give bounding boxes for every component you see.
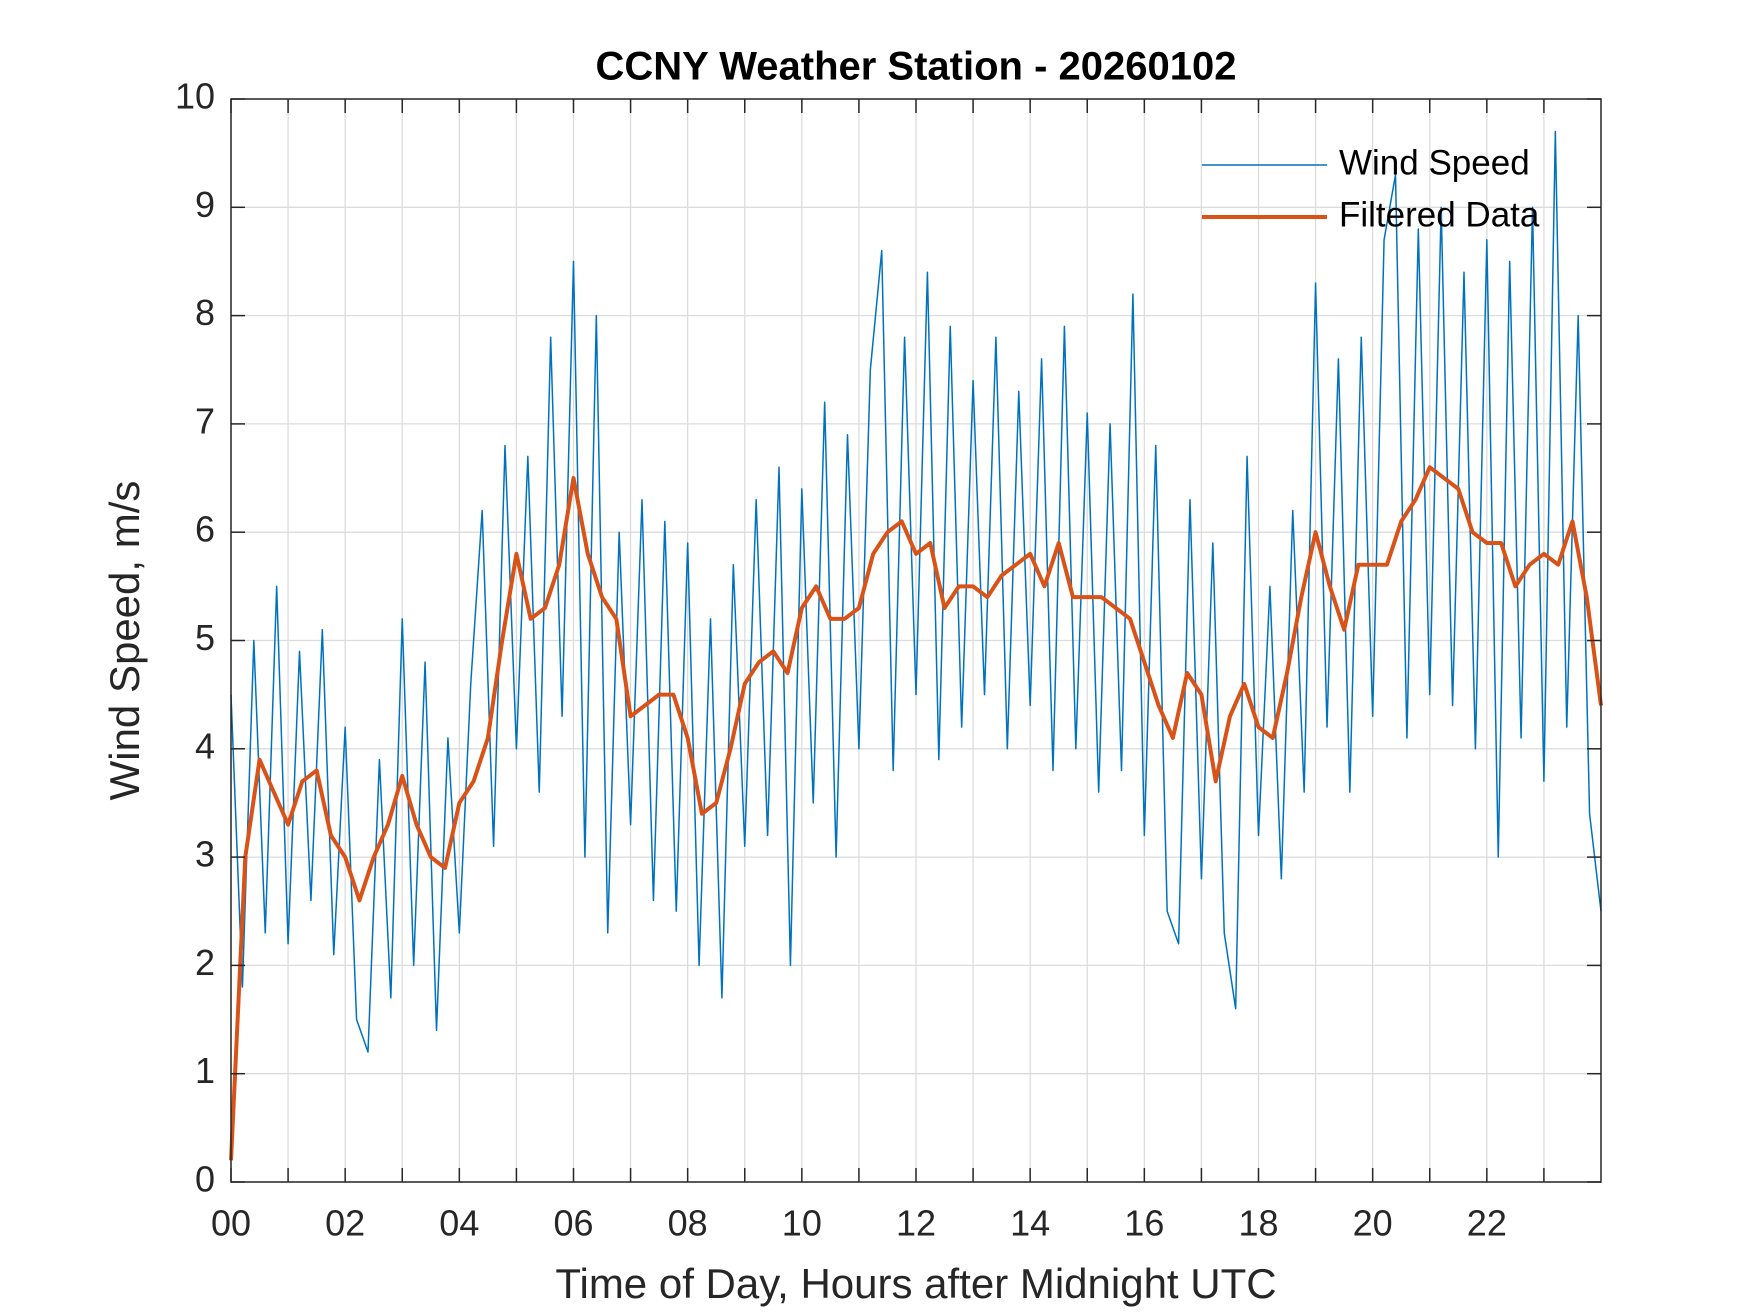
legend-label: Wind Speed — [1339, 143, 1530, 182]
x-tick-label: 10 — [782, 1203, 822, 1244]
y-tick-label: 8 — [195, 292, 215, 333]
y-tick-label: 9 — [195, 184, 215, 225]
legend: Wind Speed Filtered Data — [1202, 143, 1540, 234]
x-tick-label: 12 — [896, 1203, 936, 1244]
x-tick-label: 22 — [1467, 1203, 1507, 1244]
x-tick-label: 14 — [1010, 1203, 1050, 1244]
y-tick-label: 4 — [195, 725, 215, 766]
x-axis-label: Time of Day, Hours after Midnight UTC — [555, 1260, 1276, 1307]
y-tick-label: 0 — [195, 1159, 215, 1200]
y-tick-label: 2 — [195, 942, 215, 983]
x-tick-label: 00 — [211, 1203, 251, 1244]
x-tick-label: 16 — [1124, 1203, 1164, 1244]
x-tick-label: 06 — [553, 1203, 593, 1244]
data-line — [230, 130, 1602, 1053]
y-tick-label: 10 — [175, 76, 215, 117]
y-tick-label: 7 — [195, 400, 215, 441]
y-tick-label: 1 — [195, 1050, 215, 1091]
y-tick-label: 5 — [195, 617, 215, 658]
y-tick-label: 3 — [195, 834, 215, 875]
x-tick-label: 08 — [668, 1203, 708, 1244]
legend-label: Filtered Data — [1339, 195, 1540, 234]
chart-title: CCNY Weather Station - 20260102 — [596, 45, 1237, 89]
x-tick-label: 18 — [1238, 1203, 1278, 1244]
x-tick-label: 04 — [439, 1203, 479, 1244]
y-tick-label: 6 — [195, 509, 215, 550]
plot-area — [229, 130, 1603, 1161]
x-tick-label: 20 — [1353, 1203, 1393, 1244]
data-line — [229, 465, 1603, 1161]
y-axis-label: Wind Speed, m/s — [101, 481, 148, 801]
x-tick-label: 02 — [325, 1203, 365, 1244]
